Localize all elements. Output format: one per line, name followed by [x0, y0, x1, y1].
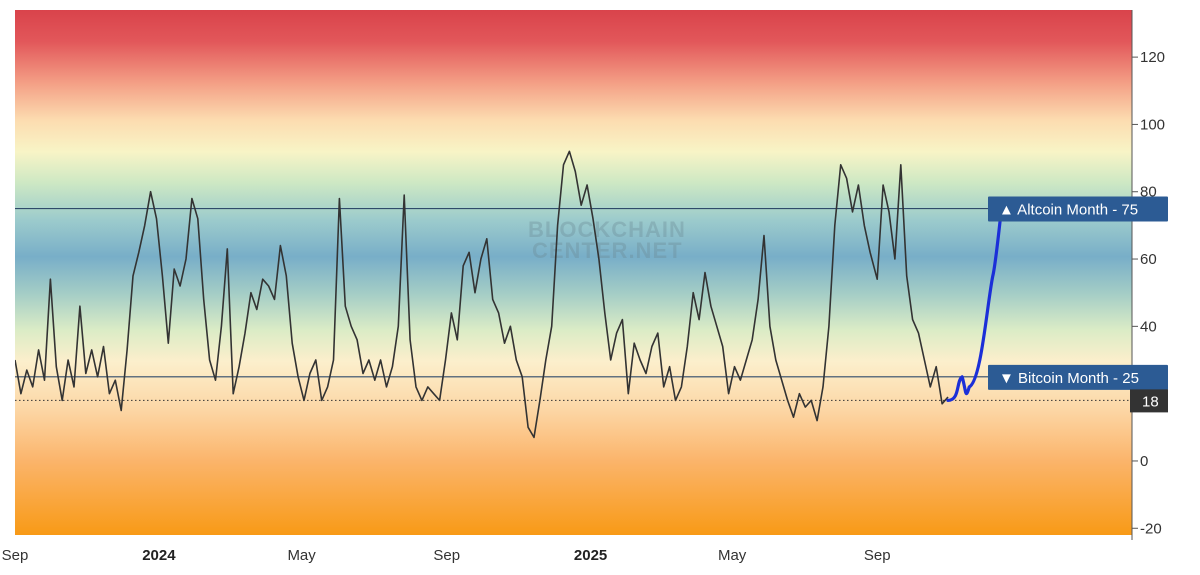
- y-tick-label: 80: [1140, 184, 1157, 201]
- y-tick-label: 0: [1140, 453, 1148, 470]
- current-value-label: 18: [1142, 393, 1159, 410]
- watermark: BLOCKCHAIN CENTER.NET: [528, 217, 686, 263]
- y-tick-label: -20: [1140, 520, 1162, 537]
- threshold-lines: [15, 207, 1132, 378]
- y-tick-label: 120: [1140, 49, 1165, 66]
- current-value-tag: 18: [1130, 389, 1168, 413]
- x-tick-label: Sep: [2, 547, 29, 564]
- x-tick-label: May: [287, 547, 316, 564]
- altcoin-tag: ▲ Altcoin Month - 75: [988, 196, 1168, 222]
- watermark-line-1: BLOCKCHAIN: [528, 217, 686, 242]
- x-tick-label: Sep: [433, 547, 460, 564]
- y-tick-label: 100: [1140, 116, 1165, 133]
- x-tick-label: 2024: [142, 547, 176, 564]
- x-tick-label: 2025: [574, 547, 607, 564]
- threshold-tags: ▲ Altcoin Month - 75 ▼ Bitcoin Month - 25…: [988, 196, 1168, 413]
- watermark-line-2: CENTER.NET: [532, 238, 683, 263]
- bitcoin-tag-background: [988, 364, 1168, 390]
- x-axis: Sep 2024 May Sep 2025 May Sep: [2, 547, 891, 564]
- blue-upward-arrow: [946, 200, 1004, 402]
- y-tick-label: 40: [1140, 318, 1157, 335]
- bitcoin-tag: ▼ Bitcoin Month - 25: [988, 364, 1168, 390]
- y-tick-label: 60: [1140, 251, 1157, 268]
- altcoin-tag-label: ▲ Altcoin Month - 75: [999, 202, 1138, 219]
- current-value-tag-background: [1130, 389, 1168, 413]
- x-tick-label: May: [718, 547, 747, 564]
- altcoin-tag-background: [988, 196, 1168, 222]
- y-axis: -20020406080100120: [1132, 49, 1165, 537]
- x-tick-label: Sep: [864, 547, 891, 564]
- altcoin-index-line: [15, 150, 949, 439]
- bitcoin-tag-label: ▼ Bitcoin Month - 25: [999, 370, 1139, 387]
